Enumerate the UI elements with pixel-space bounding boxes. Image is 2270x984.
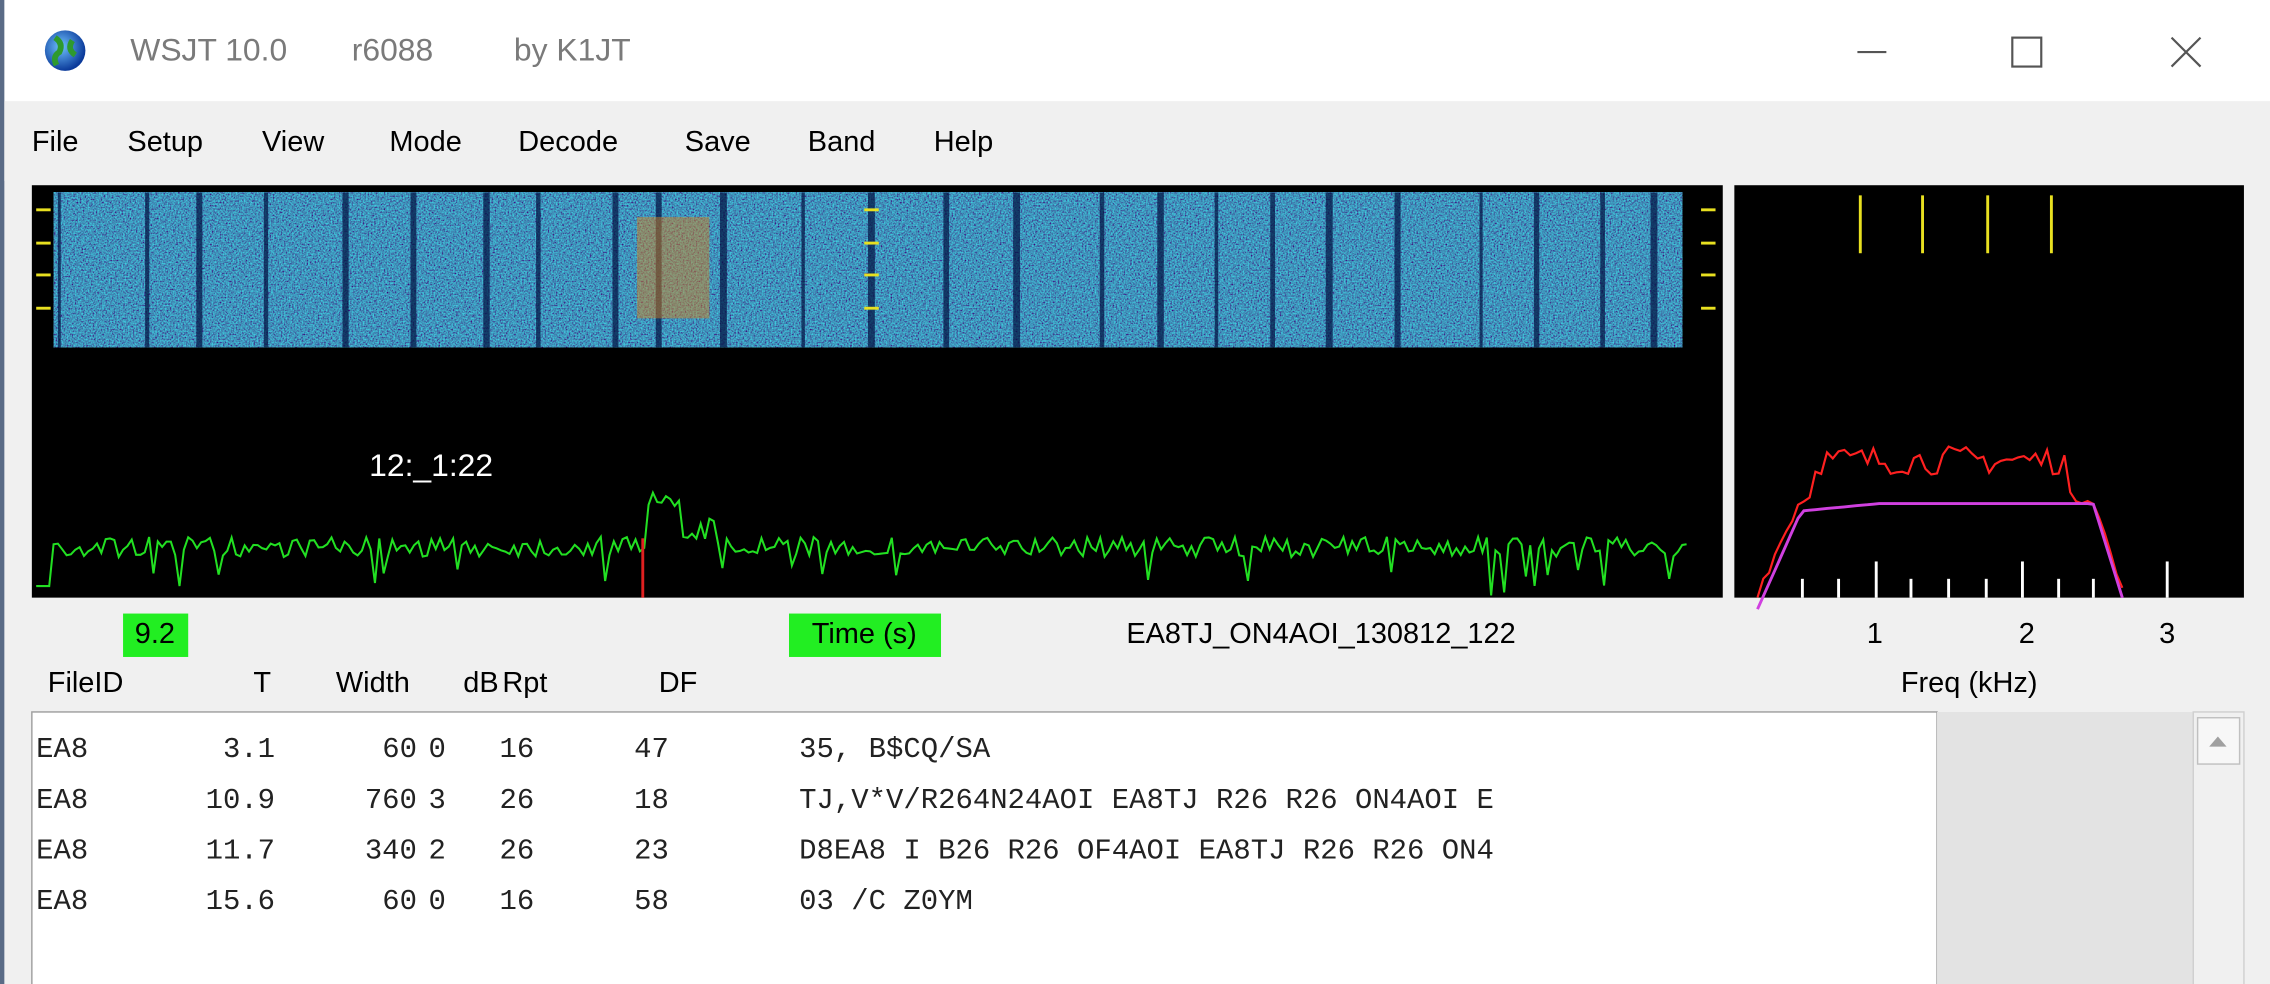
decode-cell: 16: [499, 885, 534, 918]
decode-cell: EA8: [36, 733, 88, 766]
waterfall-stripe: [1534, 192, 1539, 347]
decode-cell: 15.6: [206, 885, 275, 918]
decode-cell: 58: [634, 885, 669, 918]
waterfall-stripe: [1100, 192, 1105, 347]
decode-cell: 16: [499, 733, 534, 766]
decode-cell: 47: [634, 733, 669, 766]
waterfall-stripe: [264, 192, 268, 347]
waterfall-stripe: [1326, 192, 1333, 347]
decode-cell: 0: [429, 885, 446, 918]
waterfall-stripe: [342, 192, 348, 347]
menu-item[interactable]: File: [32, 126, 79, 158]
menu-item[interactable]: Mode: [389, 126, 461, 158]
decode-cell: 340: [365, 835, 417, 868]
app-icon: [45, 30, 86, 71]
spectrum-panel: [1734, 185, 2244, 597]
decode-cell: 11.7: [206, 835, 275, 868]
decode-cell: EA8: [36, 784, 88, 817]
app-author: by K1JT: [514, 32, 631, 68]
app-name: WSJT 10.0: [130, 32, 287, 68]
waterfall-stripe: [720, 192, 727, 347]
menu-item[interactable]: Band: [808, 126, 876, 158]
freq-tick-label: 2: [2019, 618, 2035, 650]
window: WSJT 10.0 r6088 by K1JT File Setup View Mod…: [0, 0, 2270, 984]
window-border: [0, 0, 4, 984]
decode-cell: 2: [429, 835, 446, 868]
column-header: Rpt: [502, 667, 547, 699]
decode-cell: 26: [499, 784, 534, 817]
decode-cell: 60: [382, 885, 417, 918]
waterfall-stripe: [868, 192, 875, 347]
waterfall-stripe: [58, 192, 61, 347]
x-axis-label: Time (s): [812, 618, 917, 650]
decoded-message: D8EA8 I B26 R26 OF4AOI EA8TJ R26 R26 ON4: [799, 835, 1494, 868]
waterfall-stripe: [1215, 192, 1219, 347]
menu-item[interactable]: Help: [934, 126, 994, 158]
menu-item[interactable]: View: [262, 126, 324, 158]
menu-item[interactable]: Setup: [127, 126, 203, 158]
decoded-message: 35, B$CQ/SA: [799, 733, 991, 766]
waterfall-stripe: [145, 192, 149, 347]
side-area: [1937, 712, 2193, 984]
decode-cell: EA8: [36, 885, 88, 918]
waterfall-stripe: [1600, 192, 1605, 347]
decoded-message: TJ,V*V/R264N24AOI EA8TJ R26 R26 ON4AOI E: [799, 784, 1494, 817]
waterfall-stripe: [1157, 192, 1164, 347]
decode-cell: 760: [365, 784, 417, 817]
decode-cell: 23: [634, 835, 669, 868]
file-name: EA8TJ_ON4AOI_130812_122: [1126, 618, 1515, 650]
waterfall: [54, 192, 1683, 347]
column-header: DF: [659, 667, 698, 699]
decode-cell: 0: [429, 733, 446, 766]
waterfall-stripe: [612, 192, 618, 347]
decode-cell: 26: [499, 835, 534, 868]
page: WSJT 10.0 r6088 by K1JT File Setup View Mod…: [0, 0, 2270, 984]
decoded-message: 03 /C Z0YM: [799, 885, 973, 918]
column-header: T: [253, 667, 271, 699]
column-header: FileID: [48, 667, 124, 699]
menu-item[interactable]: Save: [685, 126, 751, 158]
decode-cell: 60: [382, 733, 417, 766]
waterfall-stripe: [1651, 192, 1658, 347]
decode-cell: 10.9: [206, 784, 275, 817]
freq-axis-label: Freq (kHz): [1901, 667, 2038, 699]
waterfall-stripe: [1480, 192, 1483, 347]
waterfall-stripe: [483, 192, 489, 347]
decode-cell: EA8: [36, 835, 88, 868]
signal-blob: [637, 217, 709, 318]
freq-tick-label: 1: [1867, 618, 1883, 650]
waterfall-stripe: [943, 192, 949, 347]
menu-item[interactable]: Decode: [518, 126, 618, 158]
app-revision: r6088: [352, 32, 433, 68]
time-label: 12:_1:22: [369, 447, 493, 483]
column-header: dB: [463, 667, 498, 699]
column-header: Width: [336, 667, 410, 699]
level-value: 9.2: [135, 618, 175, 650]
menu-bar: [4, 101, 2270, 181]
waterfall-stripe: [1395, 192, 1401, 347]
waterfall-stripe: [801, 192, 804, 347]
waterfall-stripe: [411, 192, 417, 347]
title-bar: [0, 0, 2270, 101]
waterfall-stripe: [1270, 192, 1275, 347]
decode-cell: 3: [429, 784, 446, 817]
waterfall-stripe: [1013, 192, 1020, 347]
decode-cell: 3.1: [223, 733, 275, 766]
waterfall-stripe: [196, 192, 202, 347]
waterfall-stripe: [536, 192, 541, 347]
freq-tick-label: 3: [2159, 618, 2175, 650]
decode-cell: 18: [634, 784, 669, 817]
